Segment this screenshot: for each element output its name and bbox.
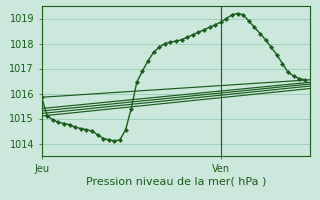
X-axis label: Pression niveau de la mer( hPa ): Pression niveau de la mer( hPa ): [86, 176, 266, 186]
